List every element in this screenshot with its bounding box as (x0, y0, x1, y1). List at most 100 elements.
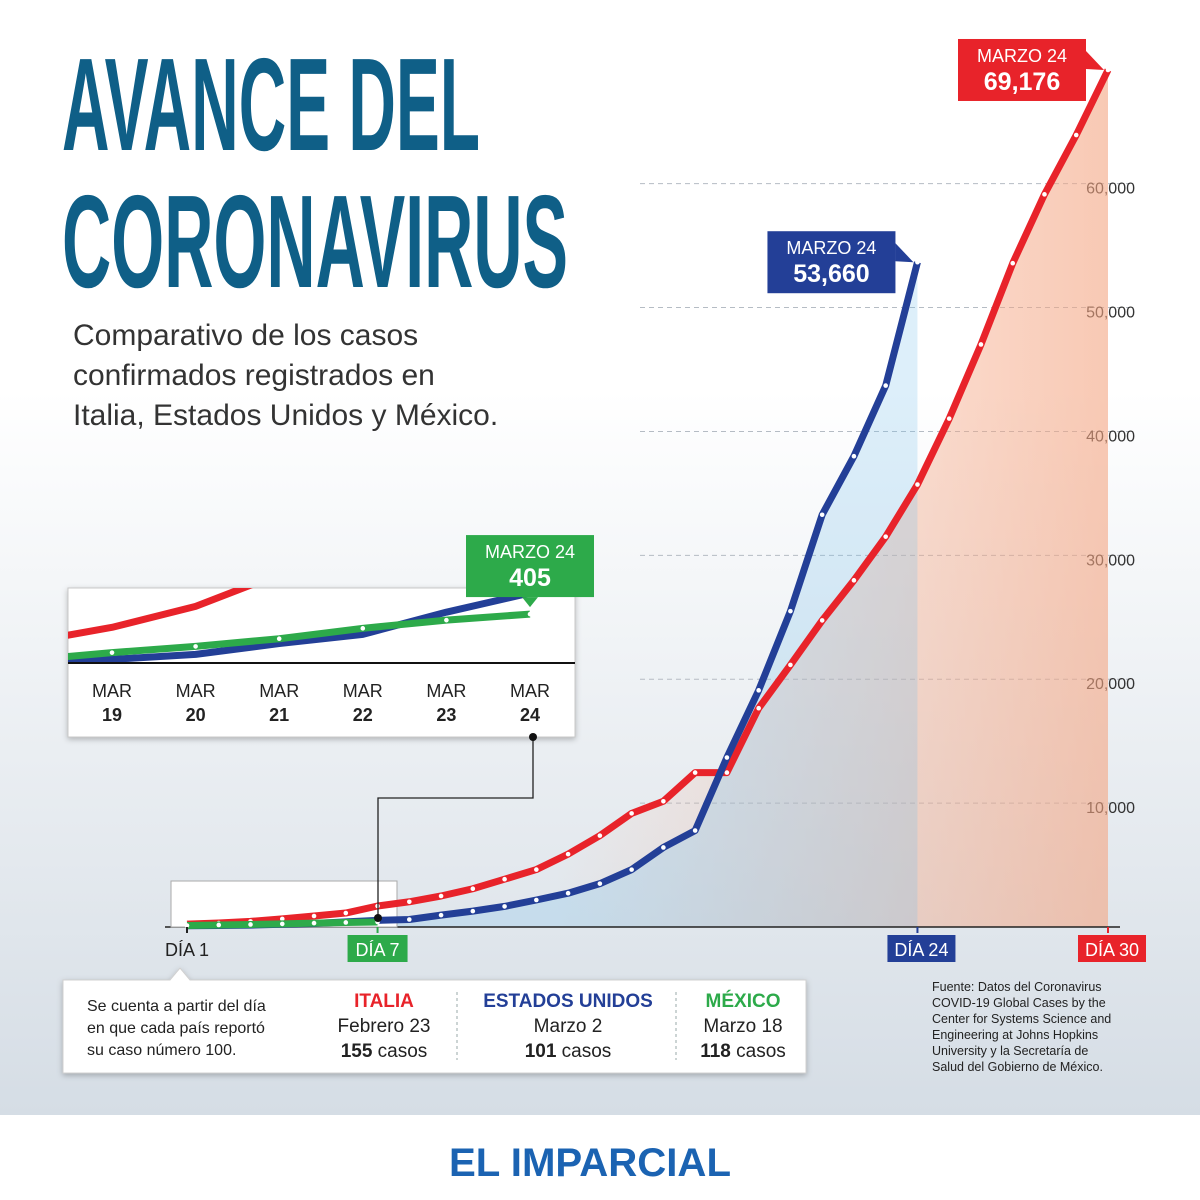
inset-day: 20 (186, 705, 206, 725)
inset-day: 22 (353, 705, 373, 725)
data-label: 53,660 (793, 260, 869, 288)
data-point (438, 893, 444, 899)
source: Center for Systems Science and (932, 1012, 1111, 1026)
x-tick-label: DÍA 7 (356, 940, 400, 960)
source: University y la Secretaría de (932, 1044, 1088, 1058)
callout-label: MARZO 24 (786, 238, 876, 258)
x-tick-label: DÍA 1 (165, 940, 209, 960)
data-point (534, 867, 539, 872)
source: Salud del Gobierno de México. (932, 1060, 1103, 1074)
legend-start: Marzo 18 (703, 1016, 782, 1037)
legend-cases-number: 101 (525, 1041, 557, 1062)
data-point (444, 617, 449, 623)
data-point (248, 922, 253, 927)
inset-day: 19 (102, 705, 122, 725)
footer (0, 1115, 1200, 1200)
data-point (279, 916, 285, 922)
data-point (534, 897, 539, 903)
data-point (883, 383, 888, 388)
legend-name: ESTADOS UNIDOS (483, 991, 653, 1012)
legend-cases: 155 casos (341, 1041, 428, 1062)
logo: EL IMPARCIAL (449, 1141, 731, 1185)
inset-lines (68, 588, 575, 663)
inset-month: MAR (426, 681, 466, 701)
data-point (565, 851, 571, 857)
data-point (819, 512, 825, 518)
series-line (68, 588, 575, 663)
callout-label: MARZO 24 (485, 542, 575, 562)
data-point (629, 867, 634, 872)
data-point (311, 920, 317, 926)
data-point (946, 416, 952, 421)
data-point (527, 611, 533, 617)
data-point (629, 811, 634, 816)
source: Fuente: Datos del Coronavirus (932, 980, 1102, 994)
callout-box (958, 38, 1086, 101)
data-point (502, 904, 507, 909)
legend-cases-unit: casos (378, 1041, 428, 1062)
data-point (407, 917, 412, 922)
legend-cases-unit: casos (562, 1041, 612, 1062)
legend-note: su caso número 100. (87, 1042, 236, 1059)
data-point (276, 636, 282, 642)
data-point (1073, 132, 1079, 138)
subtitle: Comparativo de los casos (73, 319, 418, 352)
legend-note: en que cada país reportó (87, 1020, 265, 1037)
data-point (193, 644, 198, 649)
inset-month: MAR (176, 681, 216, 701)
legend-start: Marzo 2 (534, 1016, 603, 1037)
legend-cases-number: 155 (341, 1041, 373, 1062)
data-point (407, 899, 412, 905)
inset-month: MAR (259, 681, 299, 701)
data-label: 69,176 (984, 68, 1060, 96)
subtitle: confirmados registrados en (73, 359, 435, 392)
data-point (216, 922, 222, 928)
subtitle: Italia, Estados Unidos y México. (73, 399, 498, 432)
source: Engineering at Johns Hopkins (932, 1028, 1098, 1042)
inset-day: 23 (436, 705, 456, 725)
data-point (756, 705, 761, 711)
data-point (661, 845, 666, 850)
data-point (915, 259, 920, 265)
x-tick-box (887, 935, 956, 962)
data-point (788, 662, 793, 668)
data-point (756, 688, 761, 693)
legend-panel (62, 967, 807, 1074)
data-point (1042, 192, 1047, 197)
data-point (470, 908, 476, 914)
callout-box (767, 231, 896, 294)
data-point (1010, 260, 1016, 266)
inset-day: 21 (269, 705, 289, 725)
data-point (109, 650, 115, 655)
data-point (915, 482, 920, 487)
data-point (883, 534, 888, 539)
data-point (851, 453, 857, 459)
callout-label: MARZO 24 (977, 46, 1067, 66)
callout-pointer (1086, 50, 1104, 70)
source: COVID-19 Global Cases by the (932, 996, 1106, 1010)
data-point (502, 876, 507, 882)
x-tick-label: DÍA 24 (894, 940, 948, 960)
data-point (597, 833, 603, 838)
data-point (724, 770, 730, 775)
legend-cases-number: 118 (700, 1041, 731, 1062)
leader-dot (529, 733, 537, 741)
title: AVANCE DEL (62, 31, 480, 178)
leader-dot (374, 914, 382, 922)
inset-day: 24 (520, 705, 540, 725)
data-label: 405 (509, 564, 551, 592)
leader-line (377, 737, 534, 918)
legend-name: MÉXICO (706, 990, 781, 1012)
data-point (184, 923, 190, 928)
data-point (597, 881, 603, 886)
legend-cases-unit: casos (736, 1041, 786, 1062)
data-point (1105, 67, 1111, 73)
data-point (470, 886, 476, 892)
callout-box (466, 535, 594, 598)
data-point (279, 921, 285, 927)
data-point (360, 626, 366, 631)
callout-pointer (522, 597, 538, 608)
data-point (661, 798, 666, 804)
